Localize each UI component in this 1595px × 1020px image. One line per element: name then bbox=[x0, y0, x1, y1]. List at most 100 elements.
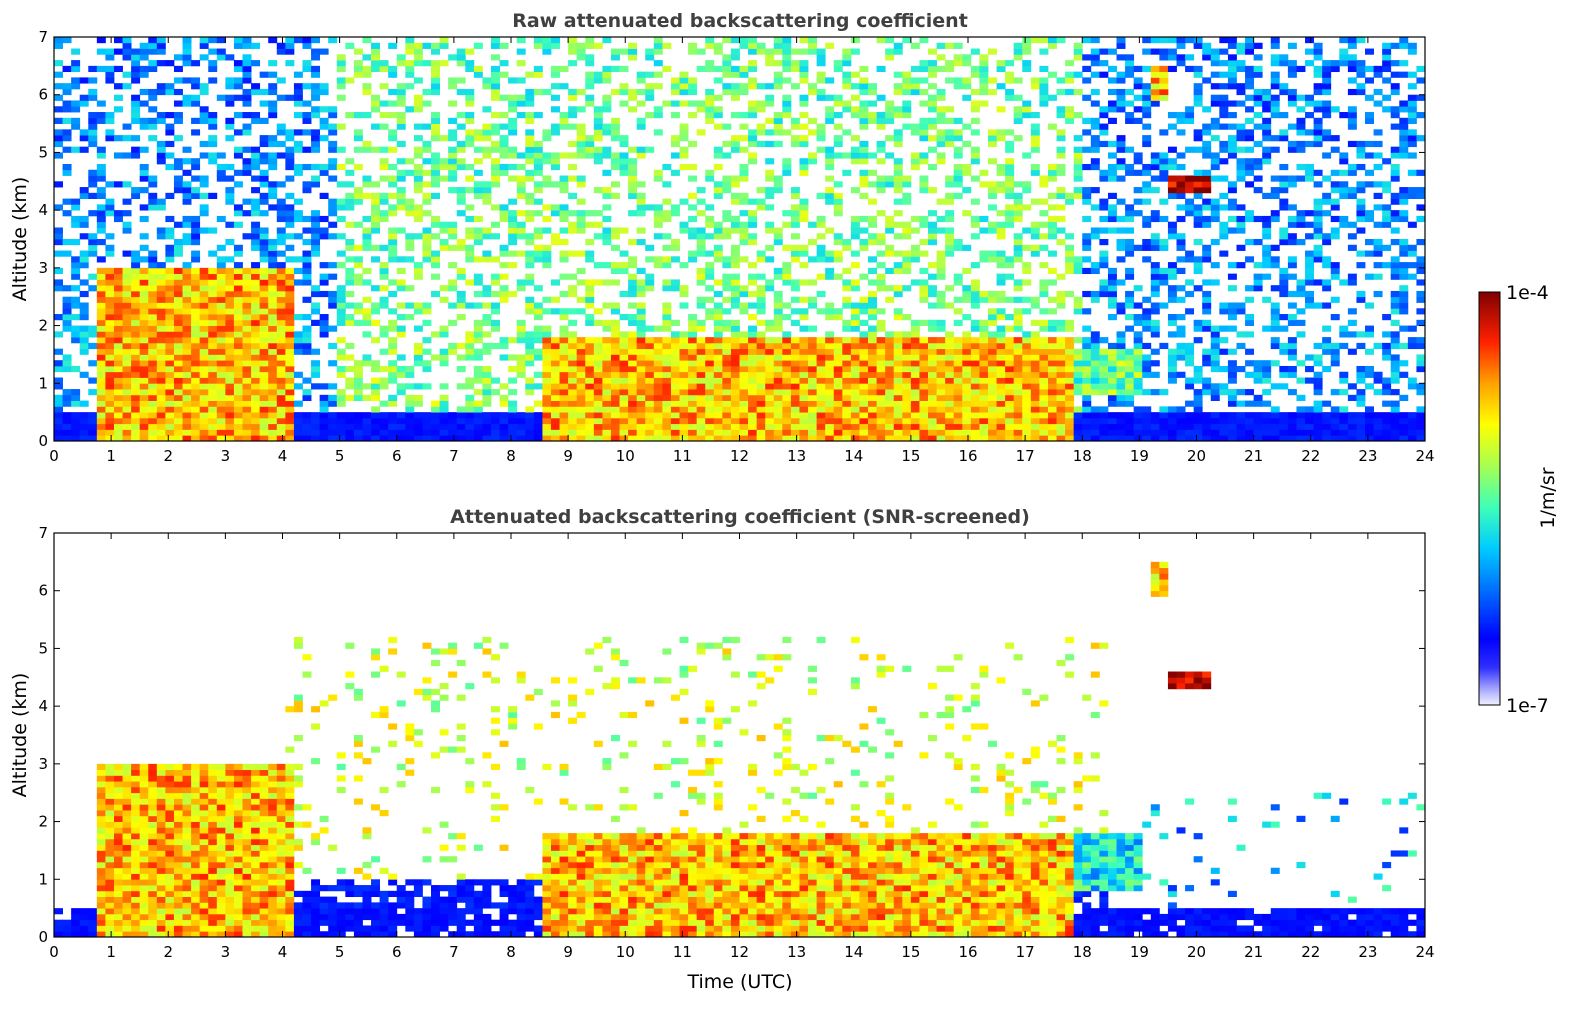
heatmap-cell bbox=[131, 389, 141, 396]
heatmap-cell bbox=[242, 302, 252, 309]
heatmap-cell bbox=[585, 239, 595, 246]
heatmap-cell bbox=[696, 187, 706, 194]
heatmap-cell bbox=[525, 169, 535, 176]
heatmap-cell bbox=[670, 77, 680, 84]
heatmap-cell bbox=[71, 83, 81, 90]
heatmap-cell bbox=[670, 285, 680, 292]
heatmap-cell bbox=[293, 383, 303, 390]
heatmap-cell bbox=[216, 94, 226, 101]
heatmap-cell bbox=[216, 360, 226, 367]
heatmap-cell bbox=[302, 279, 312, 286]
heatmap-cell bbox=[148, 429, 158, 436]
heatmap-cell bbox=[336, 250, 346, 257]
heatmap-cell bbox=[893, 360, 903, 367]
heatmap-cell bbox=[542, 181, 552, 188]
heatmap-cell bbox=[122, 285, 132, 292]
heatmap-cell bbox=[576, 435, 586, 442]
heatmap-cell bbox=[653, 256, 663, 263]
heatmap-cell bbox=[173, 308, 183, 315]
heatmap-cell bbox=[311, 302, 321, 309]
heatmap-cell bbox=[833, 354, 843, 361]
heatmap-cell bbox=[105, 112, 115, 119]
heatmap-cell bbox=[191, 100, 201, 107]
heatmap-cell bbox=[491, 140, 500, 148]
heatmap-cell bbox=[1013, 210, 1023, 217]
heatmap-cell bbox=[225, 302, 235, 309]
heatmap-cell bbox=[165, 123, 175, 130]
heatmap-cell bbox=[945, 302, 955, 309]
heatmap-cell bbox=[619, 169, 629, 176]
heatmap-cell bbox=[113, 360, 123, 367]
heatmap-cell bbox=[610, 319, 620, 326]
heatmap-cell bbox=[533, 417, 543, 425]
heatmap-cell bbox=[54, 331, 63, 338]
heatmap-cell bbox=[139, 54, 149, 61]
heatmap-cell bbox=[902, 354, 912, 361]
heatmap-cell bbox=[893, 314, 903, 321]
heatmap-cell bbox=[868, 181, 877, 188]
heatmap-cell bbox=[662, 412, 672, 419]
heatmap-cell bbox=[559, 360, 569, 367]
heatmap-cell bbox=[602, 394, 612, 401]
heatmap-cell bbox=[54, 279, 63, 286]
heatmap-cell bbox=[713, 106, 723, 113]
heatmap-cell bbox=[636, 342, 646, 350]
heatmap-cell bbox=[705, 400, 715, 407]
heatmap-cell bbox=[345, 204, 355, 211]
heatmap-cell bbox=[413, 169, 423, 176]
heatmap-cell bbox=[885, 417, 895, 425]
heatmap-cell bbox=[268, 302, 278, 309]
heatmap-cell bbox=[730, 296, 740, 303]
heatmap-cell bbox=[876, 158, 886, 165]
heatmap-cell bbox=[276, 308, 286, 315]
heatmap-cell bbox=[773, 406, 783, 413]
heatmap-cell bbox=[790, 215, 800, 223]
heatmap-cell bbox=[139, 285, 149, 292]
heatmap-cell bbox=[1065, 256, 1075, 263]
heatmap-cell bbox=[602, 100, 612, 107]
heatmap-cell bbox=[619, 314, 629, 321]
heatmap-cell bbox=[773, 348, 783, 355]
heatmap-cell bbox=[422, 146, 432, 153]
heatmap-cell bbox=[473, 365, 483, 373]
heatmap-cell bbox=[293, 267, 303, 275]
heatmap-cell bbox=[705, 37, 715, 44]
heatmap-cell bbox=[345, 279, 355, 286]
heatmap-cell bbox=[431, 60, 440, 67]
heatmap-cell bbox=[165, 285, 175, 292]
heatmap-cell bbox=[550, 210, 560, 217]
heatmap-cell bbox=[773, 360, 783, 367]
heatmap-cell bbox=[842, 423, 852, 430]
heatmap-cell bbox=[542, 227, 552, 234]
heatmap-cell bbox=[533, 88, 543, 96]
heatmap-cell bbox=[679, 221, 689, 228]
heatmap-cell bbox=[645, 406, 655, 413]
heatmap-cell bbox=[970, 348, 980, 355]
heatmap-cell bbox=[508, 262, 518, 269]
heatmap-cell bbox=[842, 169, 852, 176]
heatmap-cell bbox=[910, 65, 920, 73]
heatmap-cell bbox=[1073, 169, 1083, 176]
heatmap-cell bbox=[748, 198, 758, 205]
heatmap-cell bbox=[970, 290, 980, 298]
heatmap-cell bbox=[636, 239, 646, 246]
heatmap-cell bbox=[293, 215, 303, 223]
heatmap-cell bbox=[868, 308, 877, 315]
heatmap-cell bbox=[816, 94, 826, 101]
heatmap-cell bbox=[311, 215, 321, 223]
heatmap-cell bbox=[388, 348, 398, 355]
heatmap-cell bbox=[902, 285, 912, 292]
heatmap-cell bbox=[559, 342, 569, 350]
heatmap-cell bbox=[379, 400, 389, 407]
heatmap-cell bbox=[311, 412, 321, 419]
heatmap-cell bbox=[970, 319, 980, 326]
heatmap-cell bbox=[1099, 290, 1109, 298]
heatmap-cell bbox=[996, 296, 1006, 303]
heatmap-cell bbox=[148, 365, 158, 373]
heatmap-cell bbox=[576, 406, 586, 413]
heatmap-cell bbox=[713, 400, 723, 407]
heatmap-cell bbox=[251, 377, 261, 384]
heatmap-cell bbox=[833, 314, 843, 321]
heatmap-cell bbox=[439, 423, 449, 430]
heatmap-cell bbox=[713, 146, 723, 153]
